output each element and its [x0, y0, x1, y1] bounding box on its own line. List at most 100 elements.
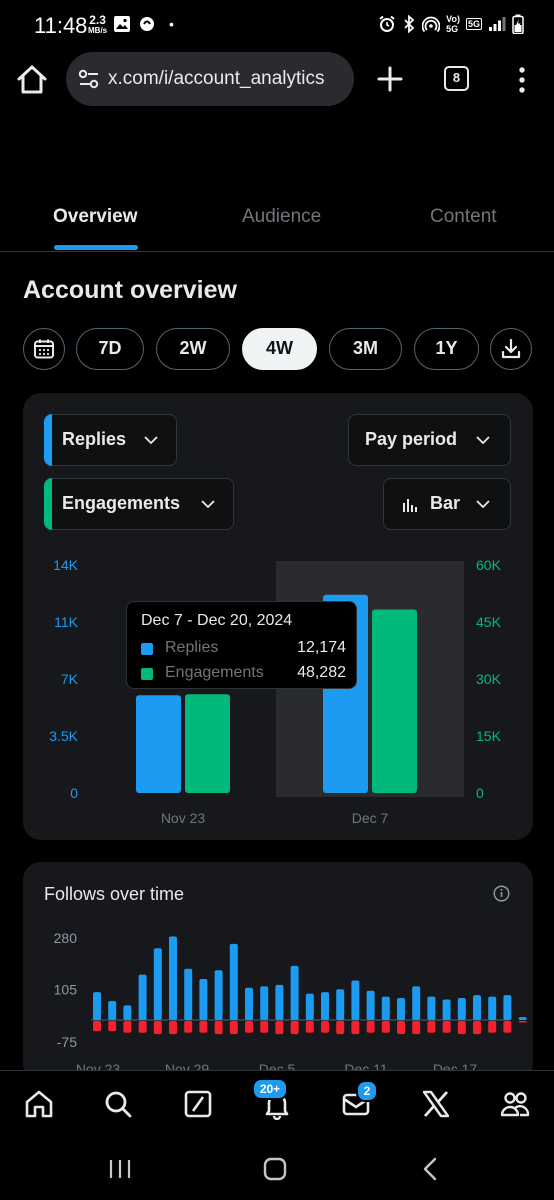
bar-follows-26 [473, 995, 481, 1020]
bar-follows-5 [153, 948, 162, 1020]
bar-unfollows-12 [260, 1021, 269, 1033]
tab-overview[interactable]: Overview [53, 206, 138, 227]
more-menu-icon[interactable] [512, 66, 532, 94]
bar-follows-9 [214, 970, 223, 1020]
range-7d-button[interactable]: 7D [76, 328, 144, 370]
network-speed-unit: MB/s [88, 26, 108, 35]
metric2-color-bar [44, 478, 52, 530]
signal-icon [489, 17, 506, 31]
bar-follows-1 [93, 992, 101, 1020]
bar-follows-19 [366, 990, 375, 1020]
bar-unfollows-13 [275, 1021, 284, 1035]
bar-follows-8 [199, 979, 208, 1020]
bar-unfollows-27 [488, 1021, 497, 1033]
range-4w-button[interactable]: 4W [242, 328, 317, 370]
notifications-badge: 20+ [252, 1078, 288, 1100]
metric1-color-bar [44, 414, 52, 466]
chevron-down-icon [144, 436, 158, 445]
bar-unfollows-4 [138, 1021, 147, 1033]
home-system-icon[interactable] [263, 1157, 287, 1181]
bar-unfollows-7 [184, 1021, 193, 1033]
hotspot-icon [422, 16, 441, 33]
bar-chart-icon [403, 499, 417, 512]
bar-unfollows-10 [229, 1021, 238, 1035]
gallery-icon [114, 16, 130, 32]
network-speed: 2.3 MB/s [88, 14, 107, 35]
bar-follows-20 [381, 996, 390, 1020]
url-text[interactable]: x.com/i/account_analytics [108, 68, 325, 89]
bar-unfollows-24 [442, 1021, 451, 1033]
bar-follows-25 [457, 998, 466, 1020]
bar-follows-6 [169, 936, 177, 1020]
tab-audience[interactable]: Audience [242, 206, 322, 227]
period-selector[interactable]: Pay period [348, 414, 511, 466]
status-dot: • [169, 16, 174, 32]
bar-unfollows-15 [305, 1021, 314, 1033]
chart-tooltip: Dec 7 - Dec 20, 2024 Replies 12,174 Enga… [126, 601, 357, 689]
range-1y-button[interactable]: 1Y [414, 328, 479, 370]
recent-apps-icon[interactable] [108, 1158, 132, 1180]
bar-follows-28 [503, 995, 512, 1020]
network-speed-value: 2.3 [89, 13, 106, 27]
download-icon [501, 338, 521, 359]
search-nav-icon[interactable] [102, 1088, 134, 1120]
bar-unfollows-23 [427, 1021, 436, 1033]
back-icon[interactable] [422, 1157, 438, 1181]
bar-follows-24 [442, 999, 451, 1020]
bar-unfollows-8 [199, 1021, 208, 1033]
tooltip-replies-name: Replies [165, 639, 219, 656]
metric2-selector[interactable]: Engagements [44, 478, 234, 530]
tooltip-engagements-swatch [141, 668, 153, 680]
y-tick-label: 105 [54, 981, 78, 997]
bar-follows-17 [336, 989, 345, 1020]
communities-nav-icon[interactable] [499, 1088, 531, 1120]
bar-follows-18 [351, 980, 360, 1020]
bar-follows-29 [518, 1017, 527, 1020]
export-button[interactable] [490, 328, 532, 370]
date-range-selector: 7D 2W 4W 3M 1Y [23, 328, 543, 372]
volte-label: Vo) 5G [446, 14, 460, 34]
bar-unfollows-21 [397, 1021, 405, 1035]
range-3m-button[interactable]: 3M [329, 328, 402, 370]
site-settings-icon[interactable] [78, 69, 100, 89]
bar-follows-7 [184, 968, 193, 1020]
bluetooth-icon [404, 15, 415, 33]
bar-follows-23 [427, 996, 436, 1020]
bar-unfollows-20 [381, 1021, 390, 1033]
bar-unfollows-17 [336, 1021, 345, 1035]
bar-unfollows-16 [321, 1021, 329, 1033]
y-tick-label: 280 [54, 930, 78, 946]
bar-unfollows-22 [412, 1021, 421, 1035]
range-2w-button[interactable]: 2W [156, 328, 230, 370]
address-bar[interactable]: x.com/i/account_analytics [66, 52, 354, 106]
bar-unfollows-6 [169, 1021, 177, 1035]
grok-nav-icon[interactable] [182, 1088, 214, 1120]
status-time: 11:48 [34, 13, 88, 38]
bar-follows-4 [138, 974, 147, 1020]
bar-unfollows-2 [108, 1021, 117, 1032]
calendar-button[interactable] [23, 328, 65, 370]
chart-type-selector[interactable]: Bar [383, 478, 511, 530]
home-nav-icon[interactable] [23, 1088, 55, 1120]
new-tab-icon[interactable] [374, 63, 406, 95]
tooltip-row-replies: Replies 12,174 [141, 639, 346, 659]
bar-unfollows-25 [457, 1021, 466, 1035]
bar-unfollows-3 [123, 1021, 132, 1033]
app-notification-icon [140, 17, 154, 31]
tab-switcher-button[interactable]: 8 [444, 66, 469, 91]
bar-follows-16 [321, 992, 329, 1020]
chevron-down-icon [201, 500, 215, 509]
x-logo-icon[interactable] [420, 1088, 452, 1120]
follows-title: Follows over time [44, 884, 185, 904]
page-title: Account overview [23, 276, 237, 304]
home-icon[interactable] [14, 62, 50, 98]
battery-icon [512, 14, 524, 34]
chart-type-label: Bar [430, 493, 461, 513]
metric1-selector[interactable]: Replies [44, 414, 177, 466]
tab-content[interactable]: Content [430, 206, 497, 227]
bottom-navigation: 20+ 2 [0, 1070, 554, 1136]
bar-follows-2 [108, 1000, 117, 1020]
tooltip-engagements-name: Engagements [165, 664, 264, 681]
info-icon[interactable] [493, 885, 510, 902]
